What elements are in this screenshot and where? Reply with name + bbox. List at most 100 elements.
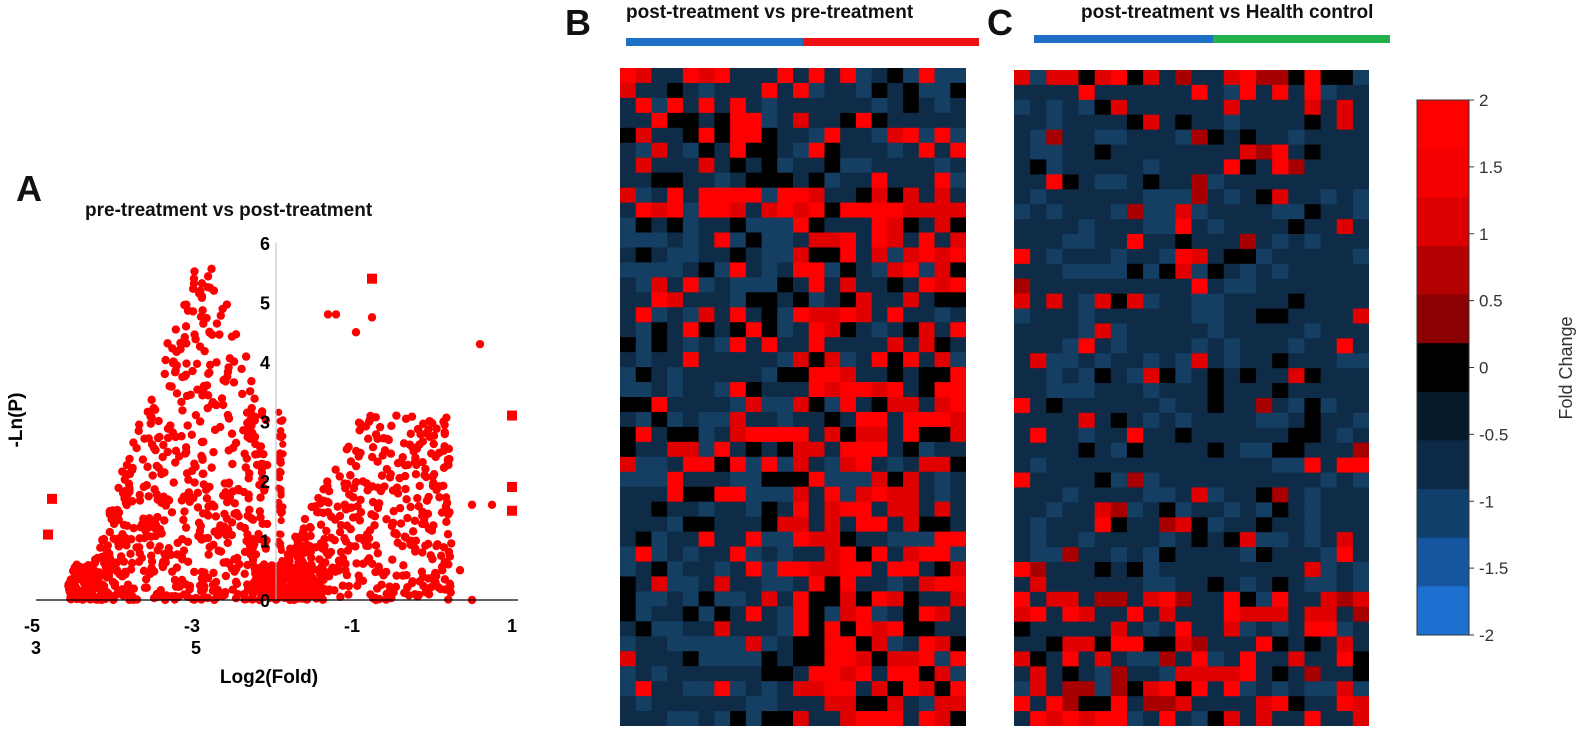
heatmap-cell <box>1175 636 1193 653</box>
heatmap-cell <box>651 426 668 443</box>
volcano-point <box>152 461 161 471</box>
volcano-point <box>426 551 435 560</box>
heatmap-cell <box>1030 353 1047 369</box>
heatmap-cell <box>1191 383 1209 399</box>
heatmap-cell <box>1143 383 1160 399</box>
heatmap-cell <box>761 456 778 473</box>
heatmap-cell <box>1159 308 1176 325</box>
heatmap-cell <box>871 142 888 159</box>
heatmap-cell <box>620 591 637 607</box>
heatmap-cell <box>1014 99 1031 116</box>
heatmap-cell <box>1030 412 1047 429</box>
heatmap-cell <box>1094 681 1112 697</box>
heatmap-cell <box>1336 204 1354 220</box>
heatmap-cell <box>1159 114 1176 131</box>
volcano-point <box>316 520 326 529</box>
heatmap-cell <box>714 651 731 667</box>
heatmap-cell <box>918 681 936 697</box>
heatmap-cell <box>761 411 778 428</box>
heatmap-cell <box>1159 189 1176 205</box>
heatmap-cell <box>1159 427 1176 444</box>
heatmap-cell <box>1336 99 1354 116</box>
volcano-point <box>203 593 213 603</box>
volcano-point <box>364 554 374 563</box>
heatmap-cell <box>682 172 700 189</box>
heatmap-cell <box>1256 696 1273 712</box>
heatmap-cell <box>1175 517 1193 533</box>
heatmap-cell <box>1239 84 1257 101</box>
volcano-point <box>229 357 239 366</box>
heatmap-cell <box>714 97 731 114</box>
heatmap-cell <box>651 292 668 308</box>
volcano-point <box>204 550 213 559</box>
heatmap-cell <box>840 486 857 503</box>
heatmap-cell <box>667 531 684 548</box>
heatmap-cell <box>808 382 826 398</box>
heatmap-cell <box>667 397 684 413</box>
heatmap-cell <box>1126 502 1144 518</box>
volcano-square-point <box>507 410 517 421</box>
heatmap-cell <box>871 426 888 443</box>
heatmap-cell <box>808 292 826 308</box>
heatmap-cell <box>777 187 794 204</box>
heatmap-cell <box>714 307 731 323</box>
heatmap-cell <box>620 142 637 159</box>
heatmap-cell <box>1126 174 1144 190</box>
heatmap-cell <box>1272 174 1289 190</box>
heatmap-cell <box>1207 129 1225 146</box>
volcano-square-point <box>43 529 53 540</box>
heatmap-cell <box>808 591 826 607</box>
heatmap-cell <box>651 247 668 263</box>
heatmap-cell <box>1030 651 1047 667</box>
heatmap-cell <box>1159 621 1176 638</box>
heatmap-cell <box>1014 114 1031 131</box>
volcano-point <box>169 478 178 487</box>
heatmap-cell <box>1062 442 1080 459</box>
heatmap-cell <box>1207 427 1225 444</box>
heatmap-cell <box>934 247 951 263</box>
heatmap-cell <box>1320 502 1338 518</box>
heatmap-cell <box>1272 189 1289 205</box>
volcano-point <box>275 408 283 416</box>
heatmap-cell <box>1014 502 1031 518</box>
heatmap-cell <box>1320 636 1338 653</box>
heatmap-cell <box>793 247 810 263</box>
heatmap-cell <box>1223 338 1241 354</box>
heatmap-cell <box>1175 591 1193 608</box>
heatmap-cell <box>1094 323 1112 339</box>
volcano-point <box>176 338 185 348</box>
volcano-point <box>172 347 181 357</box>
x-tick-label: -5 <box>24 616 40 636</box>
volcano-point <box>197 574 207 583</box>
heatmap-cell <box>1143 517 1160 533</box>
heatmap-cell <box>824 157 841 174</box>
volcano-point <box>400 588 409 598</box>
heatmap-cell <box>1320 144 1338 161</box>
heatmap-cell <box>887 486 904 503</box>
heatmap-cell <box>1288 338 1306 354</box>
heatmap-cell <box>1030 383 1047 399</box>
heatmap-cell <box>714 516 731 533</box>
heatmap-cell <box>1336 144 1354 161</box>
heatmap-cell <box>682 68 700 84</box>
volcano-point <box>147 551 156 560</box>
colorbar-tick-label: -1.5 <box>1479 559 1508 578</box>
heatmap-cell <box>1175 711 1193 726</box>
heatmap-cell <box>1272 487 1289 503</box>
volcano-point <box>436 551 446 560</box>
heatmap-cell <box>1239 442 1257 459</box>
heatmap-cell <box>682 97 700 114</box>
heatmap-cell <box>1223 248 1241 265</box>
heatmap-cell <box>887 172 904 189</box>
heatmap-cell <box>871 441 888 458</box>
heatmap-cell <box>1014 532 1031 548</box>
volcano-point <box>344 590 353 599</box>
heatmap-cell <box>730 501 747 518</box>
heatmap-cell <box>887 501 904 518</box>
heatmap-cell <box>1288 219 1306 235</box>
heatmap-cell <box>1078 278 1096 295</box>
heatmap-cell <box>698 636 715 652</box>
heatmap-cell <box>1030 234 1047 250</box>
heatmap-cell <box>871 247 888 263</box>
heatmap-cell <box>1352 532 1369 548</box>
